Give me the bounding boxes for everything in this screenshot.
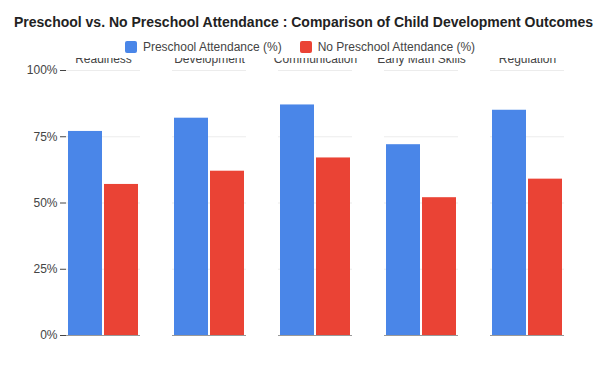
svg-text:100%: 100%	[27, 63, 58, 77]
html-text:Preschool vs. No Preschool Att: Preschool vs. No Preschool Attendance : …	[14, 14, 593, 30]
svg-text:50%: 50%	[33, 196, 57, 210]
svg-text:AcademicReadiness: AcademicReadiness	[75, 58, 132, 66]
html-text:No Preschool Attendance (%): No Preschool Attendance (%)	[317, 40, 476, 54]
html-text:Preschool Attendance (%): Preschool Attendance (%)	[142, 40, 282, 54]
svg-text:Social SkillsDevelopment: Social SkillsDevelopment	[174, 58, 245, 66]
svg-text:75%: 75%	[33, 130, 57, 144]
svg-text:0%: 0%	[40, 328, 58, 342]
svg-text:Early Math Skills: Early Math Skills	[377, 58, 466, 66]
svg-text:Language andCommunication: Language andCommunication	[274, 58, 357, 66]
svg-text:EmotionalRegulation: EmotionalRegulation	[499, 58, 556, 66]
svg-text:25%: 25%	[33, 262, 57, 276]
